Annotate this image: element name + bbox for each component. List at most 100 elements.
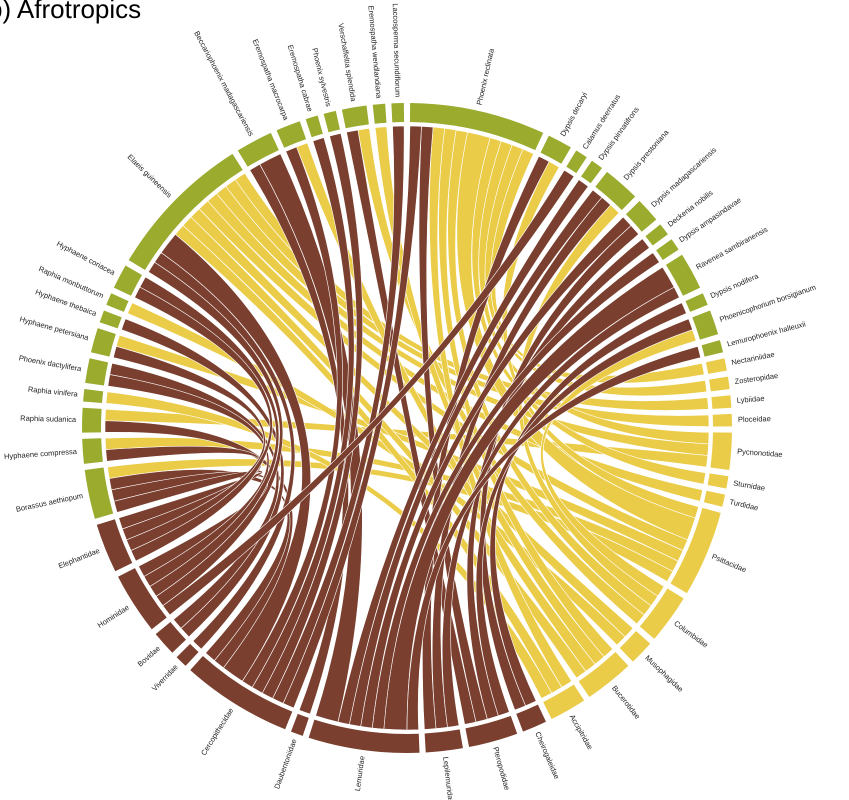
node-label: Laccosperma secundiflorum bbox=[391, 3, 403, 97]
node-label: Dypsis decaryi bbox=[558, 90, 589, 138]
node-label: Lepilemuridae bbox=[441, 756, 455, 800]
node-arc bbox=[118, 568, 167, 630]
node-label: Elaeis guineensis bbox=[126, 152, 174, 199]
node-label: Cercopithecidae bbox=[199, 706, 235, 757]
node-arc bbox=[625, 200, 657, 232]
node-label: Bovidae bbox=[136, 644, 162, 669]
node-label: Raphia vinifera bbox=[28, 385, 80, 399]
node-arc bbox=[424, 729, 463, 753]
chord bbox=[162, 169, 575, 616]
node-arc bbox=[703, 490, 726, 507]
node-label: Cheirogaleidae bbox=[533, 730, 561, 780]
node-arc bbox=[308, 719, 420, 754]
node-arc bbox=[290, 713, 309, 736]
node-arc bbox=[595, 171, 636, 211]
node-arc bbox=[665, 254, 701, 296]
node-arc bbox=[670, 507, 721, 594]
chord bbox=[261, 132, 363, 699]
node-arc bbox=[372, 103, 387, 124]
node-arc bbox=[90, 328, 116, 357]
node-arc bbox=[692, 310, 719, 340]
chord bbox=[360, 216, 632, 729]
node-label: Nectariniidae bbox=[731, 350, 776, 367]
chord bbox=[406, 345, 702, 731]
node-label: Sturnidae bbox=[733, 478, 766, 492]
node-label: Beccariophoenix madagascariensis bbox=[192, 29, 256, 138]
node-label: Hyphaene compressa bbox=[4, 447, 78, 461]
node-arc bbox=[712, 413, 732, 427]
node-arc bbox=[190, 655, 293, 730]
node-label: Phoenix reclinata bbox=[475, 47, 497, 106]
node-arc bbox=[391, 103, 405, 123]
node-label: Dypsis prestoniana bbox=[622, 127, 671, 181]
node-label: Musophagidae bbox=[643, 653, 685, 694]
node-label: Eremospatha wendlandiana bbox=[366, 5, 383, 99]
node-label: Hyphaene coriacea bbox=[55, 239, 117, 277]
chord bbox=[105, 445, 263, 541]
node-arc bbox=[709, 376, 730, 392]
node-arc bbox=[96, 519, 133, 572]
node-arc bbox=[305, 115, 323, 138]
node-arc bbox=[543, 684, 585, 720]
chords bbox=[104, 125, 710, 731]
node-arc bbox=[82, 438, 103, 464]
chord bbox=[475, 318, 693, 717]
chord bbox=[113, 470, 263, 530]
node-label: Dypsis ampasindavae bbox=[677, 195, 743, 244]
chord bbox=[130, 286, 273, 562]
node-label: Eremospatha macrocarpa bbox=[251, 38, 291, 122]
node-label: Hyphaene petersiana bbox=[19, 314, 91, 342]
chord bbox=[121, 318, 285, 638]
node-label: Viverridae bbox=[150, 662, 180, 692]
node-arc bbox=[707, 473, 729, 489]
node-label: Borassus aethiopum bbox=[15, 491, 84, 514]
node-label: Bucerotidae bbox=[610, 684, 642, 721]
node-arc bbox=[113, 265, 142, 296]
node-label: Daubentoniidae bbox=[272, 738, 298, 790]
node-label: Psittacidae bbox=[711, 552, 748, 575]
node-arc bbox=[566, 150, 587, 174]
chart-title: b) Afrotropics bbox=[0, 0, 141, 24]
node-arc bbox=[465, 715, 518, 748]
node-arc bbox=[106, 293, 129, 312]
node-label: Ploceidae bbox=[738, 414, 771, 424]
node-label: Raphia sudanica bbox=[20, 414, 77, 424]
node-arc bbox=[155, 622, 186, 653]
node-arc bbox=[656, 239, 679, 260]
node-label: Verschaffeltia splendida bbox=[336, 23, 358, 103]
node-arc bbox=[81, 407, 102, 433]
node-arc bbox=[83, 389, 104, 404]
node-arc bbox=[99, 310, 122, 329]
node-label: Phoenix sylvestris bbox=[310, 47, 333, 108]
node-arc bbox=[619, 630, 651, 662]
node-label: Pteropodidae bbox=[491, 746, 512, 791]
node-arc bbox=[710, 432, 732, 471]
node-label: Lemurophoenix halleuxii bbox=[726, 319, 807, 348]
node-label: Columbidae bbox=[672, 619, 710, 650]
chord bbox=[272, 125, 405, 704]
node-label: Turdidae bbox=[729, 497, 760, 512]
node-label: Lemuridae bbox=[353, 755, 367, 791]
node-label: Ravenea sambiranensis bbox=[694, 225, 769, 272]
node-arc bbox=[84, 467, 114, 519]
node-arc bbox=[237, 132, 279, 167]
chord bbox=[466, 238, 650, 720]
node-arc bbox=[711, 395, 732, 409]
node-arc bbox=[581, 160, 603, 184]
node-arc bbox=[540, 135, 571, 164]
node-arc bbox=[341, 105, 369, 129]
chord bbox=[371, 252, 660, 730]
node-arc bbox=[578, 652, 629, 698]
node-label: Phoenix dactylifera bbox=[18, 353, 83, 373]
node-arc bbox=[701, 340, 724, 357]
node-label: Accipitridae bbox=[568, 713, 595, 751]
node-arc bbox=[128, 153, 243, 270]
node-arc bbox=[685, 293, 708, 312]
node-arc bbox=[409, 103, 544, 151]
node-label: Eremospatha cabrae bbox=[286, 44, 315, 113]
node-arc bbox=[176, 643, 199, 666]
node-label: Pycnonotidae bbox=[737, 447, 783, 459]
node-label: Zosteropidae bbox=[734, 371, 779, 386]
node-arc bbox=[516, 704, 547, 732]
